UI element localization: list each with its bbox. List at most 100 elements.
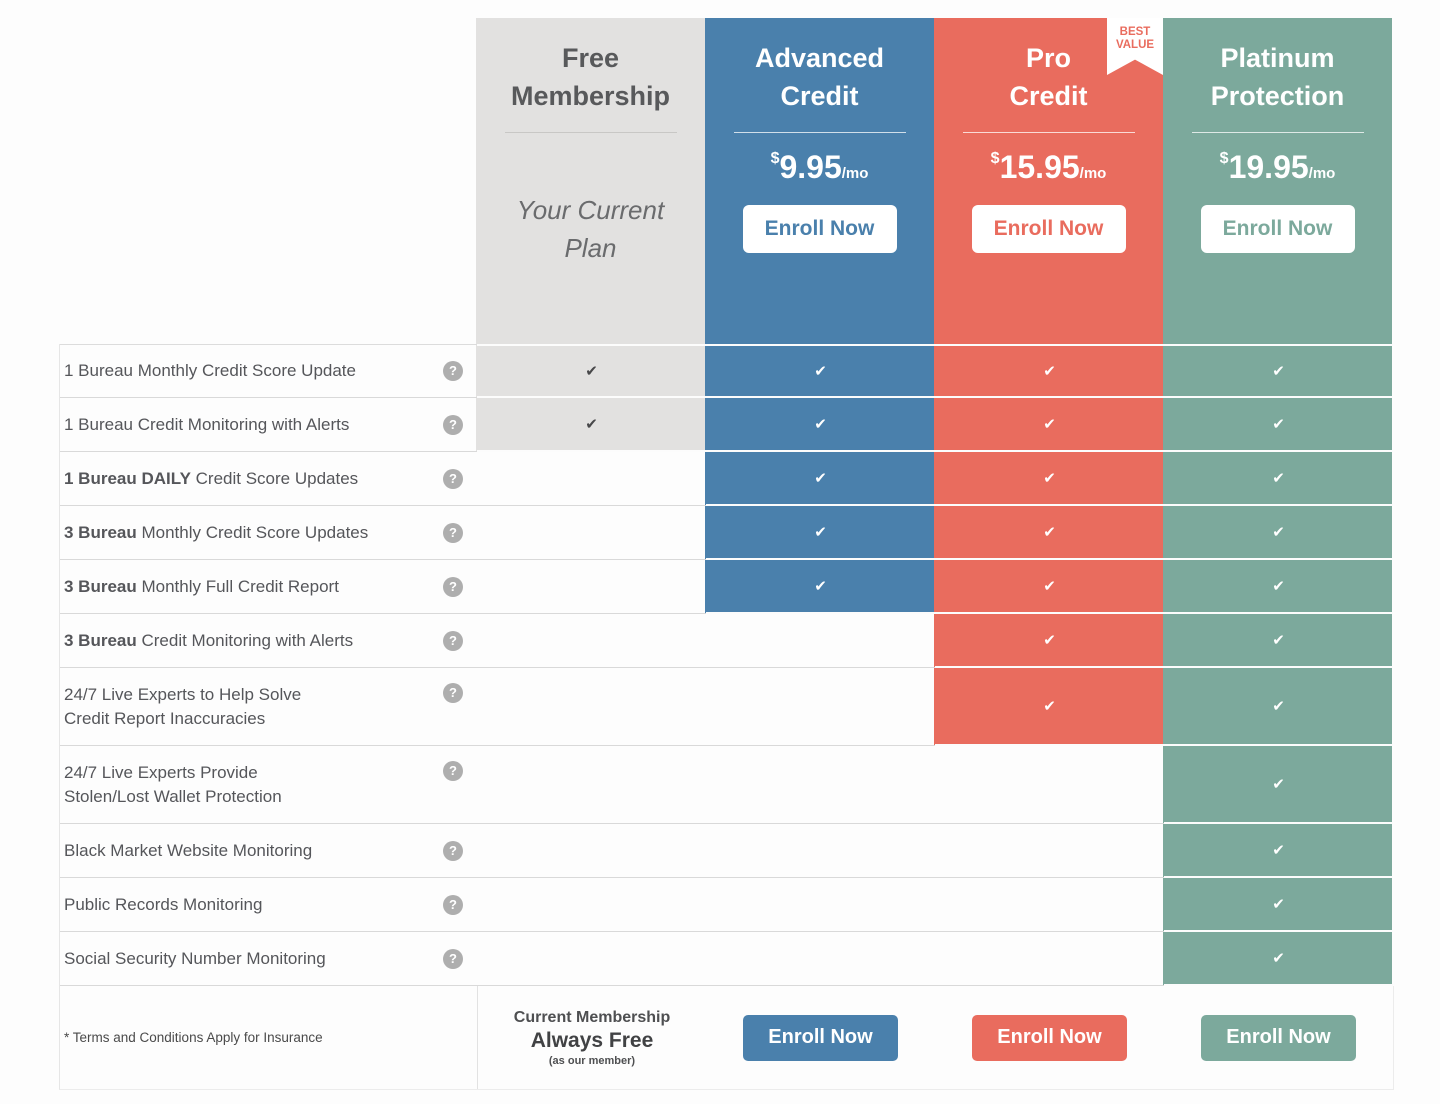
help-icon[interactable]: ? — [443, 468, 463, 489]
help-icon[interactable]: ? — [443, 522, 463, 543]
check-cell-platinum: ✔ — [1164, 560, 1393, 614]
feature-label-cell: 1 Bureau DAILY Credit Score Updates? — [60, 452, 477, 506]
platinum-footer-cell: Enroll Now — [1164, 986, 1393, 1089]
check-icon: ✔ — [814, 416, 827, 433]
terms-note: * Terms and Conditions Apply for Insuran… — [64, 1030, 323, 1045]
check-icon: ✔ — [1272, 842, 1285, 859]
price-period: /mo — [1308, 165, 1336, 182]
price-period: /mo — [841, 165, 869, 182]
enroll-now-footer-button-platinum[interactable]: Enroll Now — [1201, 1014, 1356, 1061]
feature-row: 1 Bureau Monthly Credit Score Update? ✔ … — [60, 344, 1393, 398]
currency-symbol: $ — [990, 150, 1000, 167]
check-cell-advanced: ✔ — [706, 398, 935, 452]
feature-label-cell: Public Records Monitoring? — [60, 878, 477, 932]
check-cell-pro — [935, 932, 1164, 986]
price-amount: 19.95 — [1228, 149, 1309, 185]
feature-label-cell: 3 Bureau Monthly Full Credit Report? — [60, 560, 477, 614]
help-icon[interactable]: ? — [443, 894, 463, 915]
currency-symbol: $ — [1219, 150, 1229, 167]
enroll-now-footer-button-advanced[interactable]: Enroll Now — [743, 1014, 898, 1061]
check-cell-free — [477, 878, 706, 932]
feature-label: Public Records Monitoring — [64, 894, 263, 914]
header-divider — [962, 132, 1135, 133]
check-cell-platinum: ✔ — [1164, 878, 1393, 932]
feature-label: 3 Bureau Credit Monitoring with Alerts — [64, 630, 354, 650]
check-cell-free: ✔ — [477, 344, 706, 398]
check-icon: ✔ — [1272, 470, 1285, 487]
feature-label: 1 Bureau DAILY Credit Score Updates — [64, 468, 359, 488]
check-cell-free — [477, 506, 706, 560]
check-icon: ✔ — [814, 578, 827, 595]
check-icon: ✔ — [1272, 524, 1285, 541]
feature-rows: 1 Bureau Monthly Credit Score Update? ✔ … — [59, 344, 1393, 986]
pro-column-background — [934, 18, 1163, 746]
help-icon[interactable]: ? — [443, 630, 463, 651]
check-icon: ✔ — [1043, 470, 1056, 487]
enroll-now-button-advanced[interactable]: Enroll Now — [742, 205, 897, 253]
feature-label: 3 Bureau Monthly Credit Score Updates — [64, 522, 369, 542]
check-cell-advanced — [706, 668, 935, 746]
help-icon[interactable]: ? — [443, 683, 463, 703]
check-cell-free — [477, 452, 706, 506]
platinum-column-background — [1163, 18, 1392, 986]
check-icon: ✔ — [1043, 632, 1056, 649]
current-membership-label: Current Membership — [513, 1008, 671, 1026]
check-icon: ✔ — [1272, 632, 1285, 649]
enroll-now-button-pro[interactable]: Enroll Now — [971, 205, 1126, 253]
check-cell-platinum: ✔ — [1164, 746, 1393, 824]
check-cell-pro — [935, 878, 1164, 932]
check-icon: ✔ — [1272, 896, 1285, 913]
help-icon[interactable]: ? — [443, 576, 463, 597]
check-cell-pro — [935, 746, 1164, 824]
feature-row: 24/7 Live Experts to Help Solve Credit R… — [60, 668, 1393, 746]
enroll-now-button-platinum[interactable]: Enroll Now — [1200, 205, 1355, 253]
check-cell-pro — [935, 824, 1164, 878]
enroll-now-footer-button-pro[interactable]: Enroll Now — [972, 1014, 1127, 1061]
header-divider — [733, 132, 906, 133]
check-icon: ✔ — [1272, 416, 1285, 433]
advanced-plan-title: Advanced Credit — [754, 43, 885, 111]
pro-plan-header: Pro Credit $15.95/mo Enroll Now — [934, 18, 1163, 253]
help-icon[interactable]: ? — [443, 948, 463, 969]
check-cell-platinum: ✔ — [1164, 824, 1393, 878]
check-icon: ✔ — [1272, 950, 1285, 967]
advanced-column-background — [705, 18, 934, 614]
check-icon: ✔ — [1043, 578, 1056, 595]
best-value-line1: BEST — [1119, 26, 1151, 38]
check-cell-free — [477, 668, 706, 746]
platinum-plan-title: Platinum Protection — [1210, 43, 1345, 111]
check-cell-advanced — [706, 746, 935, 824]
feature-row: Public Records Monitoring? ✔ — [60, 878, 1393, 932]
check-icon: ✔ — [814, 363, 827, 380]
feature-label: 1 Bureau Monthly Credit Score Update — [64, 361, 356, 380]
table-footer: * Terms and Conditions Apply for Insuran… — [59, 986, 1394, 1090]
check-icon: ✔ — [814, 470, 827, 487]
as-our-member-label: (as our member) — [548, 1054, 636, 1067]
check-icon: ✔ — [1272, 578, 1285, 595]
feature-label-cell: 1 Bureau Monthly Credit Score Update? — [60, 344, 477, 398]
feature-label: 24/7 Live Experts Provide Stolen/Lost Wa… — [64, 763, 282, 806]
feature-label-cell: 24/7 Live Experts to Help Solve Credit R… — [60, 668, 477, 746]
feature-label: 24/7 Live Experts to Help Solve Credit R… — [64, 685, 302, 728]
check-cell-free — [477, 614, 706, 668]
help-icon[interactable]: ? — [443, 840, 463, 861]
check-cell-advanced — [706, 932, 935, 986]
check-cell-advanced — [706, 878, 935, 932]
platinum-plan-header: Platinum Protection $19.95/mo Enroll Now — [1163, 18, 1392, 253]
check-cell-platinum: ✔ — [1164, 398, 1393, 452]
check-cell-advanced: ✔ — [706, 506, 935, 560]
feature-label: Social Security Number Monitoring — [64, 948, 326, 968]
advanced-plan-price: $9.95/mo — [705, 149, 934, 193]
help-icon[interactable]: ? — [443, 761, 463, 781]
check-icon: ✔ — [1043, 698, 1056, 715]
help-icon[interactable]: ? — [443, 414, 463, 435]
pro-footer-cell: Enroll Now — [935, 986, 1164, 1089]
check-icon: ✔ — [585, 416, 598, 433]
feature-label-cell: 1 Bureau Credit Monitoring with Alerts? — [60, 398, 477, 452]
best-value-ribbon: BEST VALUE — [1107, 18, 1163, 75]
currency-symbol: $ — [770, 150, 780, 167]
current-plan-label: Your Current Plan — [516, 195, 665, 263]
help-icon[interactable]: ? — [443, 361, 463, 381]
price-amount: 9.95 — [779, 149, 842, 185]
